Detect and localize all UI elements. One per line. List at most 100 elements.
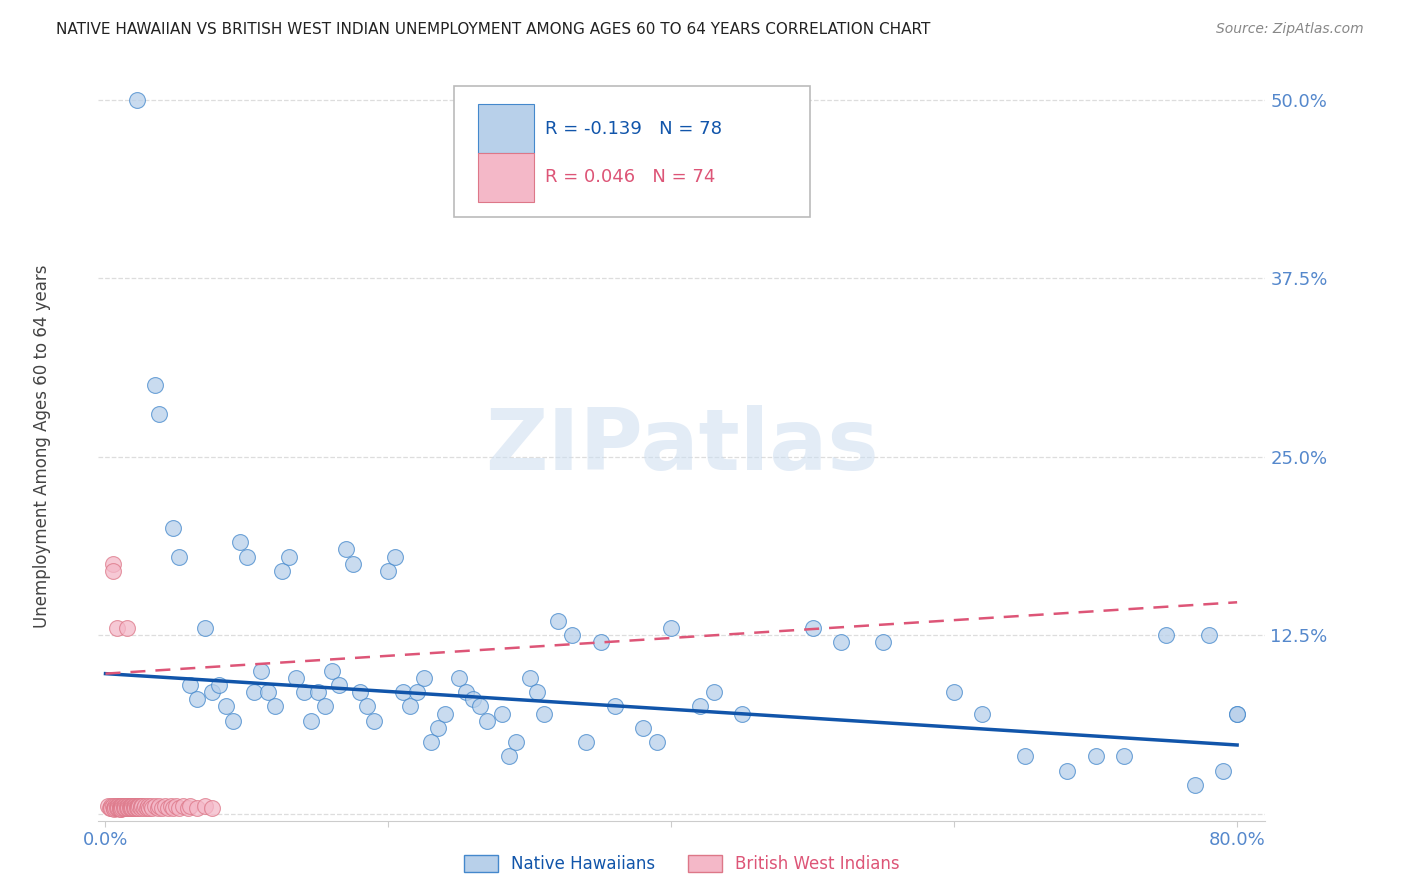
Point [120,799,142,814]
Point [115,621,138,635]
Point [100,799,122,814]
Point [111,799,134,814]
Point [491,706,513,721]
Point [111,801,134,815]
Point [328,678,350,692]
Point [100,801,122,815]
Point [405,685,427,699]
Point [342,557,364,571]
Point [356,699,378,714]
Point [200,801,222,815]
Point [108,802,131,816]
Point [377,564,399,578]
Point [162,521,184,535]
Point [153,799,176,814]
Point [150,801,173,815]
Point [631,721,654,735]
Text: R = 0.046   N = 74: R = 0.046 N = 74 [546,169,716,186]
Point [321,664,343,678]
Point [104,801,127,815]
Point [186,801,208,815]
Point [526,685,548,699]
Point [135,801,157,815]
Point [118,799,141,814]
Point [1226,706,1249,721]
Point [143,378,166,392]
Text: ZIPatlas: ZIPatlas [485,404,879,488]
Point [108,801,131,815]
Point [107,799,129,814]
Point [498,749,520,764]
Point [124,801,146,815]
Point [162,801,184,815]
Point [132,801,155,815]
Point [463,692,485,706]
Point [167,801,190,815]
Point [110,799,132,814]
Point [703,685,725,699]
Point [1184,778,1206,792]
Point [104,799,127,814]
Point [120,801,142,815]
Point [114,799,136,814]
Point [236,549,259,564]
Point [146,801,169,815]
Point [561,628,583,642]
Point [117,799,139,814]
Point [250,664,273,678]
Point [1226,706,1249,721]
Point [176,801,198,815]
Point [114,801,136,815]
Point [134,799,156,814]
Point [193,799,215,814]
Point [299,714,322,728]
Point [1212,764,1234,778]
Point [136,799,159,814]
Point [101,557,124,571]
Point [129,799,152,814]
Point [1112,749,1135,764]
Point [117,801,139,815]
Point [108,799,131,814]
Point [101,799,124,814]
Text: Unemployment Among Ages 60 to 64 years: Unemployment Among Ages 60 to 64 years [34,264,51,628]
Point [138,801,160,815]
Point [131,799,153,814]
Point [384,549,406,564]
Point [603,699,626,714]
Point [115,799,138,814]
Point [456,685,478,699]
Point [143,799,166,814]
Point [115,801,138,815]
Point [112,799,135,814]
Point [830,635,852,649]
Point [125,93,148,107]
Point [222,714,245,728]
Point [107,801,129,815]
Point [477,714,499,728]
Point [122,801,145,815]
Point [167,549,190,564]
Point [101,564,124,578]
Point [105,801,128,815]
Point [125,801,148,815]
Point [943,685,966,699]
Point [129,801,152,815]
Point [689,699,711,714]
Text: NATIVE HAWAIIAN VS BRITISH WEST INDIAN UNEMPLOYMENT AMONG AGES 60 TO 64 YEARS CO: NATIVE HAWAIIAN VS BRITISH WEST INDIAN U… [56,22,931,37]
Point [659,621,682,635]
Point [148,799,170,814]
Point [97,799,120,814]
Point [127,801,149,815]
Point [519,671,541,685]
Point [156,801,179,815]
Point [193,621,215,635]
Point [118,801,141,815]
Point [589,635,612,649]
Point [278,549,301,564]
Point [470,699,492,714]
Point [505,735,527,749]
Point [229,535,252,549]
Point [575,735,598,749]
Legend: Native Hawaiians, British West Indians: Native Hawaiians, British West Indians [457,848,907,880]
